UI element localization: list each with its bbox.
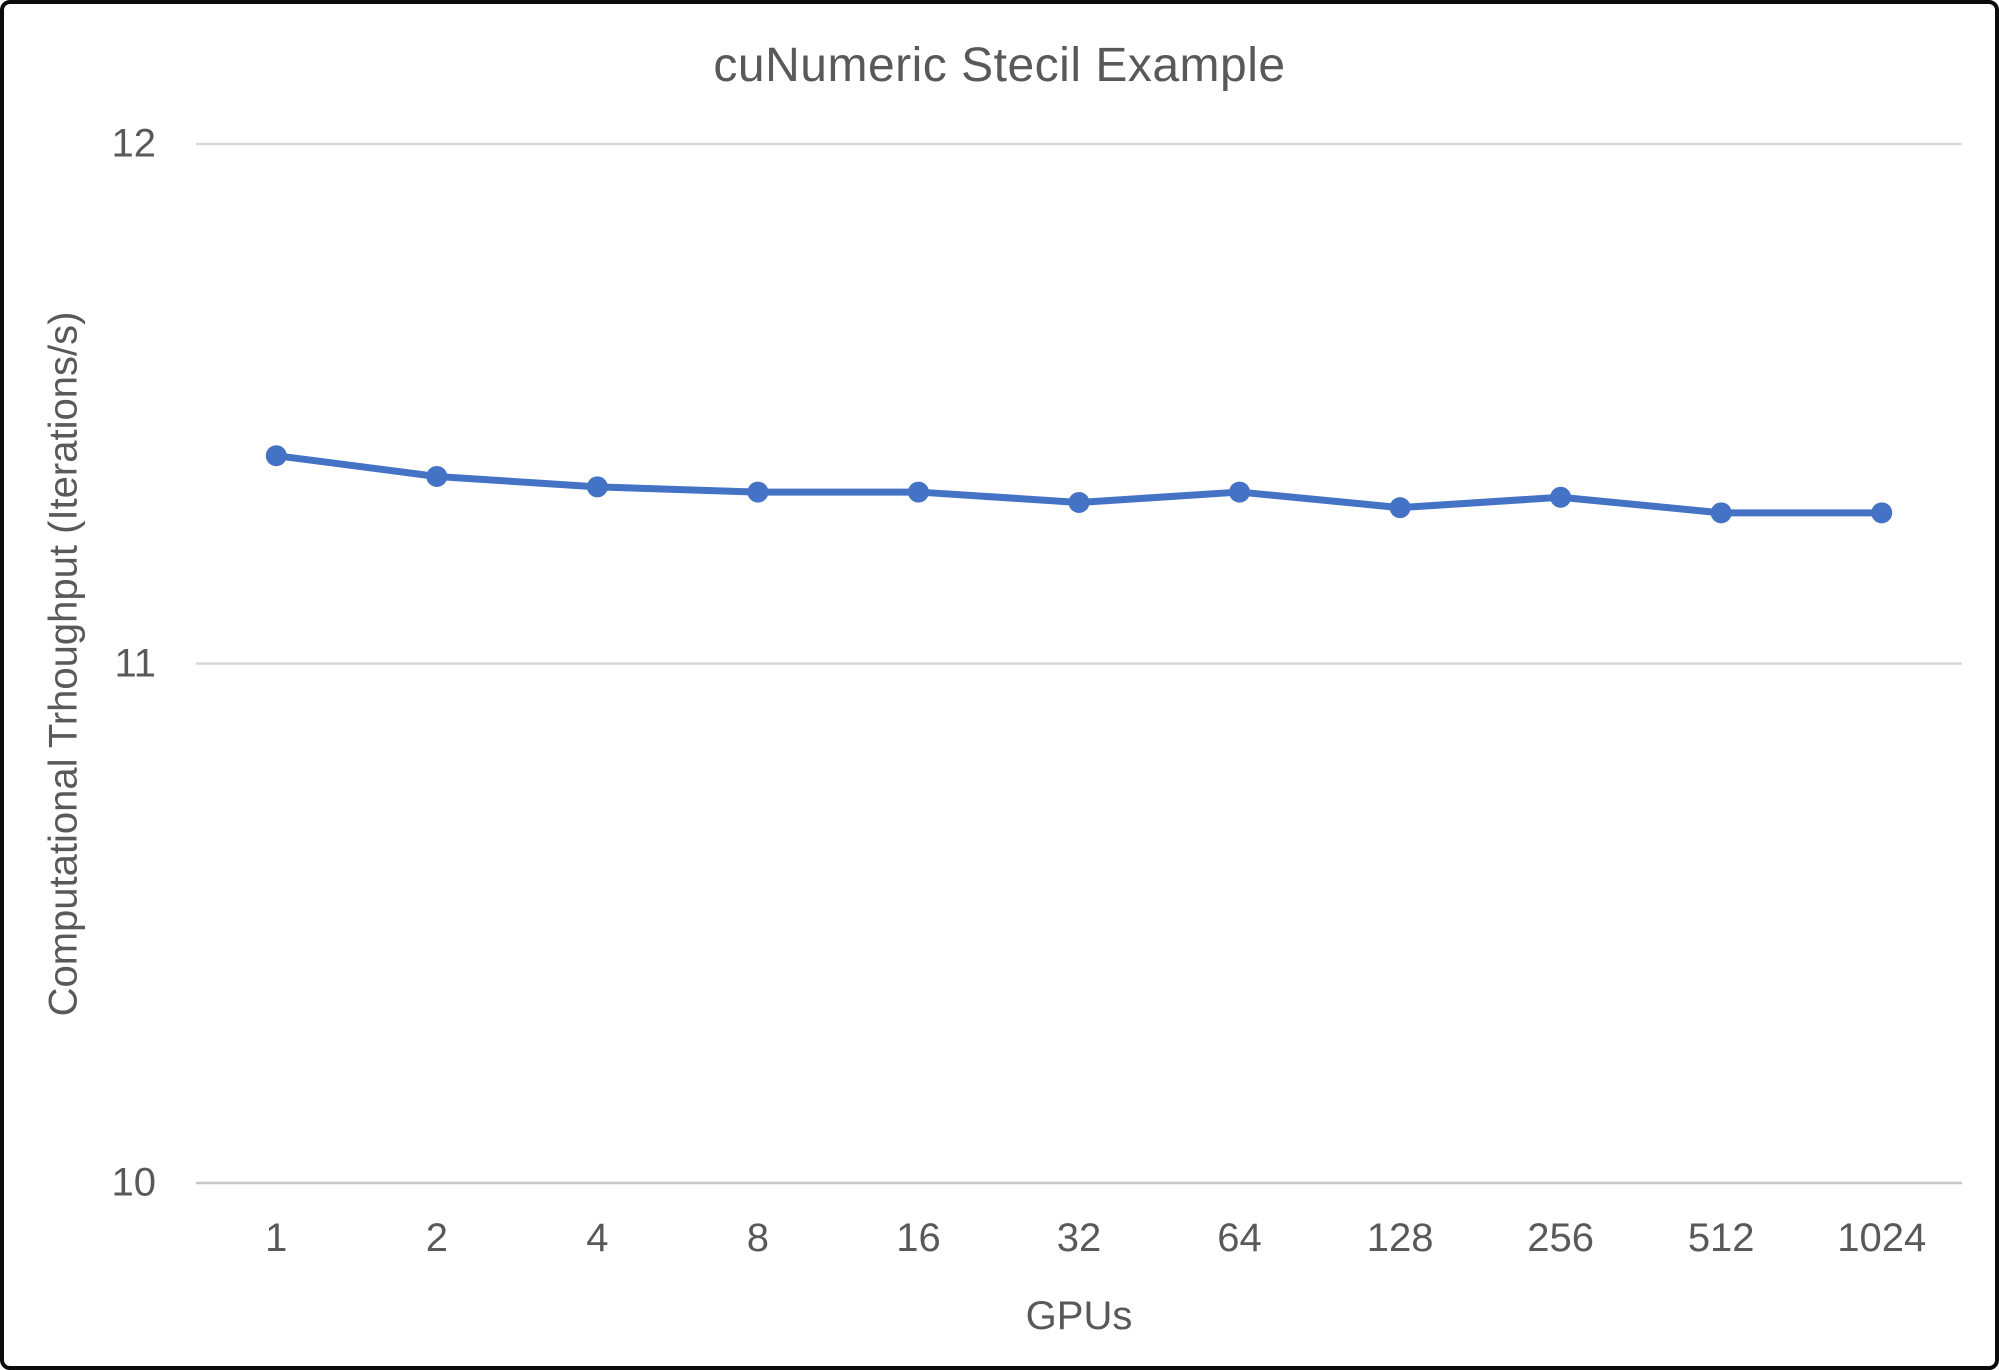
x-tick-label: 4: [586, 1216, 609, 1260]
x-tick-label: 512: [1687, 1216, 1755, 1260]
x-tick-label: 256: [1527, 1216, 1595, 1260]
data-point-marker: [426, 465, 448, 487]
x-tick-label: 128: [1366, 1216, 1434, 1260]
data-point-marker: [1068, 491, 1090, 513]
data-point-marker: [1871, 502, 1893, 524]
x-tick-label: 1: [265, 1216, 288, 1260]
y-tick-label: 10: [111, 1160, 157, 1205]
x-tick-label: 64: [1217, 1216, 1262, 1260]
y-tick-label: 12: [111, 121, 157, 166]
chart-title: cuNumeric Stecil Example: [713, 39, 1286, 92]
x-tick-label: 8: [746, 1216, 770, 1260]
data-point-marker: [1710, 502, 1732, 524]
x-tick-label: 1024: [1837, 1216, 1927, 1260]
data-point-marker: [747, 481, 769, 503]
y-tick-label: 11: [114, 641, 156, 685]
line-series: [265, 445, 1893, 524]
data-point-marker: [907, 481, 929, 503]
plot-area: [196, 142, 1962, 1185]
x-tick-label: 16: [896, 1216, 941, 1260]
x-axis-title: GPUs: [1025, 1294, 1133, 1338]
data-point-marker: [586, 476, 608, 498]
data-point-marker: [1389, 497, 1411, 519]
data-point-marker: [265, 445, 287, 467]
x-tick-label: 2: [425, 1216, 448, 1260]
x-axis-ticks: 1 2 4 8 16 32 64 128 256 512 1024: [196, 1216, 1962, 1261]
gridlines: [196, 142, 1962, 1185]
data-point-marker: [1550, 486, 1572, 508]
data-point-marker: [1229, 481, 1251, 503]
x-tick-label: 32: [1056, 1216, 1102, 1260]
